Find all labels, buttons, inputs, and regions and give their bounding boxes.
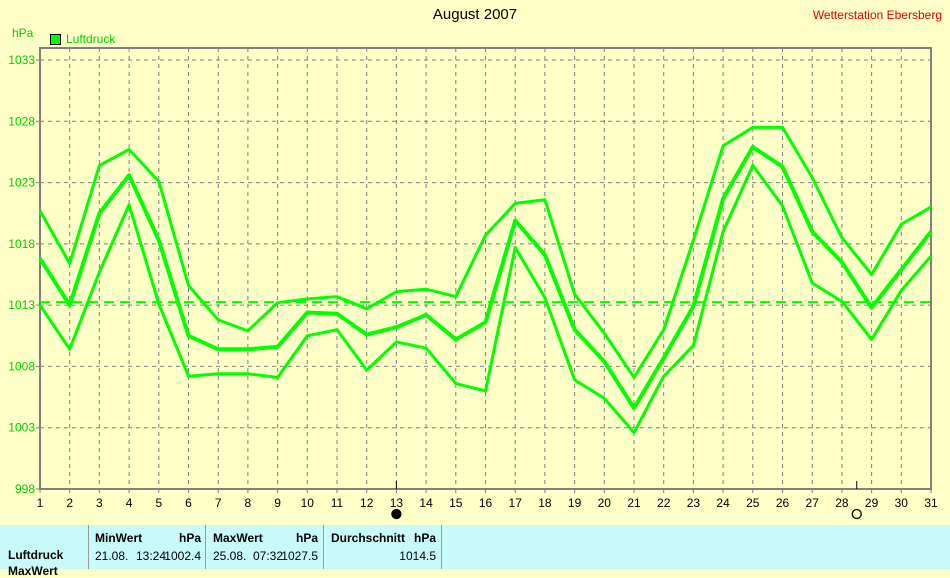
x-tick-label: 28: [835, 496, 849, 510]
x-tick-label: 6: [185, 496, 192, 510]
y-tick-label: 1028: [8, 114, 35, 128]
x-tick-label: 4: [126, 496, 133, 510]
avg-column: Durchschnitt hPa 1014.5: [323, 525, 442, 569]
x-tick-label: 1: [37, 496, 44, 510]
x-tick-label: 18: [538, 496, 552, 510]
stats-table: Luftdruck MaxWert MinWert hPa 21.08. 13:…: [0, 525, 950, 578]
y-tick-label: 1023: [8, 176, 35, 190]
series-line-2: [38, 163, 933, 435]
min-value: 1002.4: [164, 549, 201, 563]
x-tick-label: 25: [746, 496, 760, 510]
row-label: Luftdruck: [8, 548, 64, 562]
max-unit: hPa: [295, 531, 318, 545]
x-tick-label: 2: [66, 496, 73, 510]
min-time: 13:24: [136, 549, 167, 563]
x-tick-label: 20: [598, 496, 612, 510]
min-date: 21.08.: [95, 549, 129, 563]
new-moon-icon: [391, 508, 402, 520]
x-tick-label: 23: [687, 496, 701, 510]
y-tick-label: 1013: [8, 298, 35, 312]
y-tick-label: 1033: [8, 53, 35, 67]
min-header: MinWert: [95, 531, 143, 545]
x-tick-label: 26: [776, 496, 790, 510]
x-tick-label: 22: [657, 496, 671, 510]
x-tick-label: 16: [479, 496, 493, 510]
x-tick-label: 21: [627, 496, 641, 510]
full-moon-icon: [851, 508, 862, 520]
y-tick-label: 1018: [8, 237, 35, 251]
x-tick-label: 30: [895, 496, 909, 510]
x-tick-label: 11: [331, 496, 344, 510]
x-tick-label: 10: [301, 496, 315, 510]
x-tick-label: 7: [215, 496, 222, 510]
x-tick-label: 14: [419, 496, 433, 510]
y-tick-label: 1008: [8, 359, 35, 373]
legend: Luftdruck: [50, 32, 115, 46]
y-tick-label: 1003: [8, 421, 35, 435]
x-tick-label: 24: [716, 496, 730, 510]
max-value: 1027.5: [281, 549, 318, 563]
y-axis-unit: hPa: [12, 26, 34, 40]
series-line-1: [38, 145, 933, 411]
station-name: Wetterstation Ebersberg: [812, 8, 942, 22]
min-column: MinWert hPa 21.08. 13:24 1002.4: [88, 525, 205, 569]
max-header: MaxWert: [213, 531, 263, 545]
row-label-2: MaxWert: [8, 564, 58, 578]
max-time: 07:32: [253, 549, 284, 563]
x-tick-label: 17: [509, 496, 523, 510]
x-tick-label: 3: [96, 496, 103, 510]
legend-label: Luftdruck: [66, 32, 116, 46]
x-tick-label: 5: [155, 496, 162, 510]
max-column: MaxWert hPa 25.08. 07:32 1027.5: [205, 525, 323, 569]
x-tick-label: 8: [245, 496, 252, 510]
x-tick-label: 31: [924, 496, 938, 510]
min-unit: hPa: [178, 531, 201, 545]
x-tick-label: 12: [360, 496, 374, 510]
x-tick-label: 19: [568, 496, 582, 510]
legend-swatch: [50, 33, 61, 45]
x-tick-label: 13: [390, 496, 404, 510]
x-tick-label: 9: [274, 496, 281, 510]
avg-value: 1014.5: [399, 549, 436, 563]
chart-title: August 2007: [432, 6, 518, 23]
y-tick-label: 998: [15, 482, 35, 496]
avg-unit: hPa: [413, 531, 436, 545]
x-tick-label: 29: [865, 496, 879, 510]
x-tick-label: 27: [806, 496, 820, 510]
series-line-0: [38, 125, 932, 379]
x-tick-label: 15: [449, 496, 463, 510]
max-date: 25.08.: [213, 549, 247, 563]
avg-header: Durchschnitt: [331, 531, 406, 545]
